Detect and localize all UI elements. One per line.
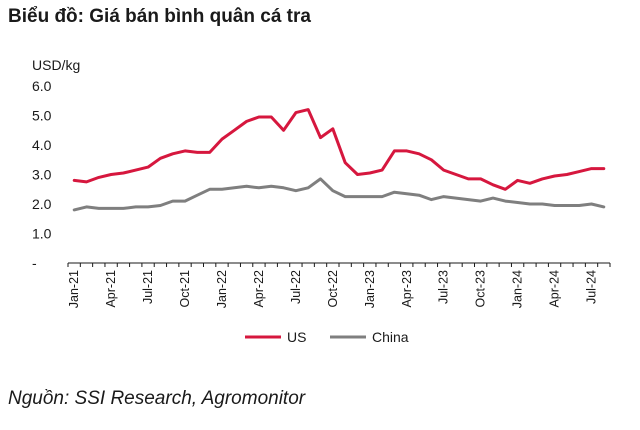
legend-label-us: US (287, 329, 306, 345)
y-tick-label: 1.0 (32, 226, 52, 242)
x-tick-label: Jul-22 (289, 270, 303, 304)
y-tick-label: 6.0 (32, 78, 52, 94)
legend-label-china: China (372, 329, 409, 345)
x-tick-label: Jul-23 (437, 270, 451, 304)
x-axis-ticks: Jan-21 Apr-21 Jul-21 Oct-21 Jan-22 Apr-22 Jul-… (67, 263, 611, 308)
x-tick-label: Apr-22 (252, 270, 266, 308)
x-tick-label: Apr-21 (104, 270, 118, 308)
x-tick-label: Oct-23 (474, 270, 488, 308)
x-tick-label: Apr-24 (548, 270, 562, 308)
y-tick-label: 2.0 (32, 196, 52, 212)
legend: US China (245, 329, 409, 345)
y-axis-ticks: - 1.0 2.0 3.0 4.0 5.0 6.0 (32, 78, 52, 271)
y-tick-label: 4.0 (32, 137, 52, 153)
y-tick-label: 5.0 (32, 108, 52, 124)
y-unit-label: USD/kg (32, 57, 80, 73)
y-tick-label: - (32, 255, 37, 271)
x-tick-label: Apr-23 (400, 270, 414, 308)
x-tick-label: Jul-24 (585, 270, 599, 304)
y-tick-label: 3.0 (32, 167, 52, 183)
series-line-us (72, 108, 606, 191)
chart-title: Biểu đồ: Giá bán bình quân cá tra (8, 6, 311, 27)
x-tick-label: Jan-24 (511, 270, 525, 308)
x-tick-label: Jan-21 (67, 270, 81, 308)
source-note: Nguồn: SSI Research, Agromonitor (8, 388, 306, 409)
x-tick-label: Jan-22 (215, 270, 229, 308)
x-tick-label: Oct-22 (326, 270, 340, 308)
x-tick-label: Jan-23 (363, 270, 377, 308)
series-lines (72, 108, 606, 212)
series-line-china (72, 177, 606, 212)
x-tick-label: Jul-21 (141, 270, 155, 304)
x-tick-label: Oct-21 (178, 270, 192, 308)
